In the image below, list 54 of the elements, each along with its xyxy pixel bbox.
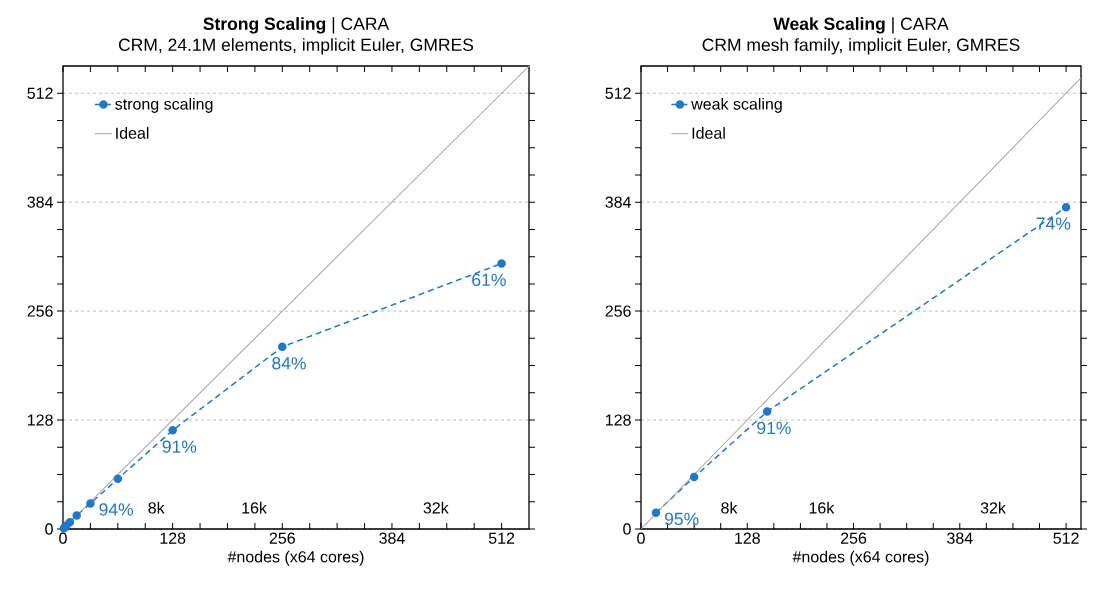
annotation: 74% [1036,217,1071,230]
annotation: 16k [242,501,267,514]
y-tick-label: 384 [605,196,631,208]
x-tick-label: 128 [735,532,760,544]
y-tick-label: 128 [28,414,53,426]
point [168,426,177,435]
x-axis-title: #nodes (x64 cores) [227,550,364,566]
y-tick-label: 128 [606,414,631,426]
annotation: 8k [721,501,738,514]
x-tick-label: 512 [1053,532,1079,544]
point [497,259,506,268]
chart-subtitle: CRM mesh family, implicit Euler, GMRES [702,38,1020,55]
annotation: 8k [148,501,165,514]
x-tick-label: 256 [269,532,295,544]
x-tick-label: 384 [947,532,973,544]
point [86,499,95,508]
x-tick-label: 512 [488,532,515,544]
point [1061,203,1071,212]
point [278,342,287,352]
annotation: 84% [272,357,306,370]
annotation: 61% [472,273,506,287]
chart-subtitle: CRM, 24.1M elements, implicit Euler, GMRES [118,38,474,55]
legend-label: Ideal [692,127,725,139]
annotation: 94% [99,503,134,516]
annotation: 91% [162,440,197,453]
chart-title: Strong Scaling | CARA [203,17,390,34]
y-tick-label: 256 [605,305,631,317]
annotation: 16k [809,501,835,514]
annotation: 32k [423,501,449,514]
annotation: 91% [757,421,791,435]
point [689,472,699,482]
annotation: 32k [980,501,1006,514]
x-tick-label: 0 [637,532,645,544]
x-tick-label: 128 [160,532,186,544]
annotation: 95% [664,512,699,526]
y-tick-label: 512 [605,87,631,99]
x-tick-label: 0 [59,532,67,544]
x-axis-title: #nodes (x64 cores) [792,550,929,566]
x-tick-label: 384 [379,532,405,544]
legend-label: weak scaling [691,97,782,113]
point [65,517,75,527]
y-tick-label: 384 [27,196,53,208]
y-tick-label: 0 [45,523,53,535]
y-tick-label: 256 [27,305,53,317]
chart-title: Weak Scaling | CARA [773,17,949,34]
y-tick-label: 0 [623,523,631,535]
point [651,508,661,518]
y-tick-label: 512 [27,87,53,99]
point [113,474,123,484]
x-tick-label: 256 [840,532,867,544]
point [72,511,81,520]
point [762,407,772,416]
legend-label: Ideal [116,127,149,139]
legend-label: strong scaling [115,97,213,113]
